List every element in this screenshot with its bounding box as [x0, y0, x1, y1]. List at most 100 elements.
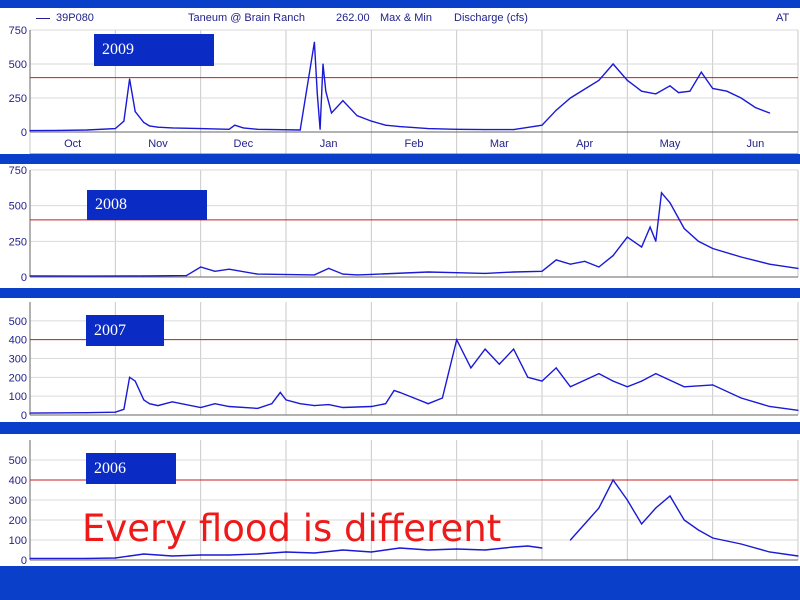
data-point [456, 272, 458, 274]
series-line [569, 478, 799, 557]
data-point [569, 263, 572, 265]
year-badge-2006: 2006 [86, 453, 176, 484]
data-point [484, 549, 486, 551]
data-point [200, 128, 202, 130]
data-point [569, 97, 572, 99]
data-point [114, 411, 116, 413]
data-point [513, 271, 515, 273]
y-tick-label: 500 [9, 59, 27, 71]
x-tick-label: Feb [405, 138, 424, 150]
data-point [513, 348, 515, 350]
series-line [29, 337, 799, 414]
data-point [328, 267, 330, 269]
data-point [612, 479, 614, 481]
data-point [228, 554, 230, 556]
y-tick-label: 400 [9, 475, 27, 487]
y-tick-label: 200 [9, 515, 27, 527]
data-point [200, 406, 202, 409]
data-point [342, 549, 344, 551]
data-point [29, 412, 31, 414]
data-point [769, 405, 771, 408]
data-point [399, 126, 401, 128]
data-point [148, 125, 151, 127]
data-point [712, 87, 714, 90]
data-point [484, 348, 486, 350]
year-badge-2009: 2009 [94, 34, 214, 66]
y-tick-label: 0 [21, 127, 27, 139]
data-point [242, 127, 244, 129]
data-point [148, 403, 151, 405]
data-point [569, 539, 572, 541]
data-point [683, 227, 685, 230]
data-point [626, 499, 628, 501]
data-point [322, 63, 324, 65]
data-point [541, 270, 543, 272]
data-point [527, 545, 529, 547]
data-point [285, 399, 287, 401]
chart-header: 39P080 Taneum @ Brain Ranch 262.00 Max &… [0, 8, 800, 28]
data-point [441, 397, 443, 399]
legend-line-icon [36, 18, 50, 19]
header-value: 262.00 [336, 12, 370, 24]
data-point [299, 403, 301, 405]
data-point [356, 274, 358, 276]
data-point [669, 495, 671, 497]
data-point [393, 389, 395, 392]
data-point [370, 120, 372, 122]
data-point [555, 367, 557, 369]
y-tick-label: 500 [9, 201, 27, 213]
y-tick-label: 300 [9, 495, 27, 507]
data-point [143, 553, 145, 555]
data-point [427, 549, 429, 551]
data-point [114, 557, 116, 559]
data-point [626, 386, 628, 388]
data-point [399, 391, 401, 393]
x-tick-label: Dec [234, 138, 254, 150]
data-point [200, 554, 202, 556]
separator-bar [0, 288, 800, 298]
data-point [669, 85, 671, 87]
data-point [157, 126, 159, 128]
data-point [143, 121, 145, 124]
x-tick-label: Oct [64, 138, 81, 150]
data-point [413, 397, 415, 399]
data-point [257, 128, 259, 130]
data-point [584, 523, 586, 525]
x-tick-label: Mar [490, 138, 509, 150]
year-badge-2008: 2008 [87, 190, 207, 220]
data-point [655, 507, 657, 509]
data-point [313, 552, 315, 554]
y-tick-label: 250 [9, 236, 27, 248]
data-point [86, 412, 88, 414]
separator-bar [0, 154, 800, 164]
data-point [285, 551, 287, 553]
data-point [129, 376, 131, 378]
data-point [214, 403, 216, 405]
data-point [726, 90, 728, 92]
data-point [484, 272, 486, 274]
data-point [456, 339, 458, 341]
data-point [200, 266, 202, 268]
data-point [655, 240, 657, 242]
y-tick-label: 0 [21, 555, 27, 566]
y-tick-label: 750 [9, 165, 27, 177]
data-point [171, 555, 173, 557]
data-point [257, 407, 259, 409]
data-point [171, 401, 173, 403]
y-tick-label: 0 [21, 410, 27, 422]
data-point [677, 92, 680, 94]
data-point [279, 391, 281, 393]
data-point [214, 270, 216, 272]
data-point [754, 106, 756, 109]
data-point [655, 93, 657, 95]
y-tick-label: 100 [9, 391, 27, 403]
data-point [641, 380, 643, 382]
data-point [626, 79, 628, 81]
data-point [342, 406, 344, 409]
data-point [740, 256, 742, 258]
data-point [57, 129, 60, 131]
data-point [712, 247, 714, 250]
data-point [712, 537, 714, 539]
data-point [612, 255, 614, 257]
data-point [399, 547, 401, 549]
